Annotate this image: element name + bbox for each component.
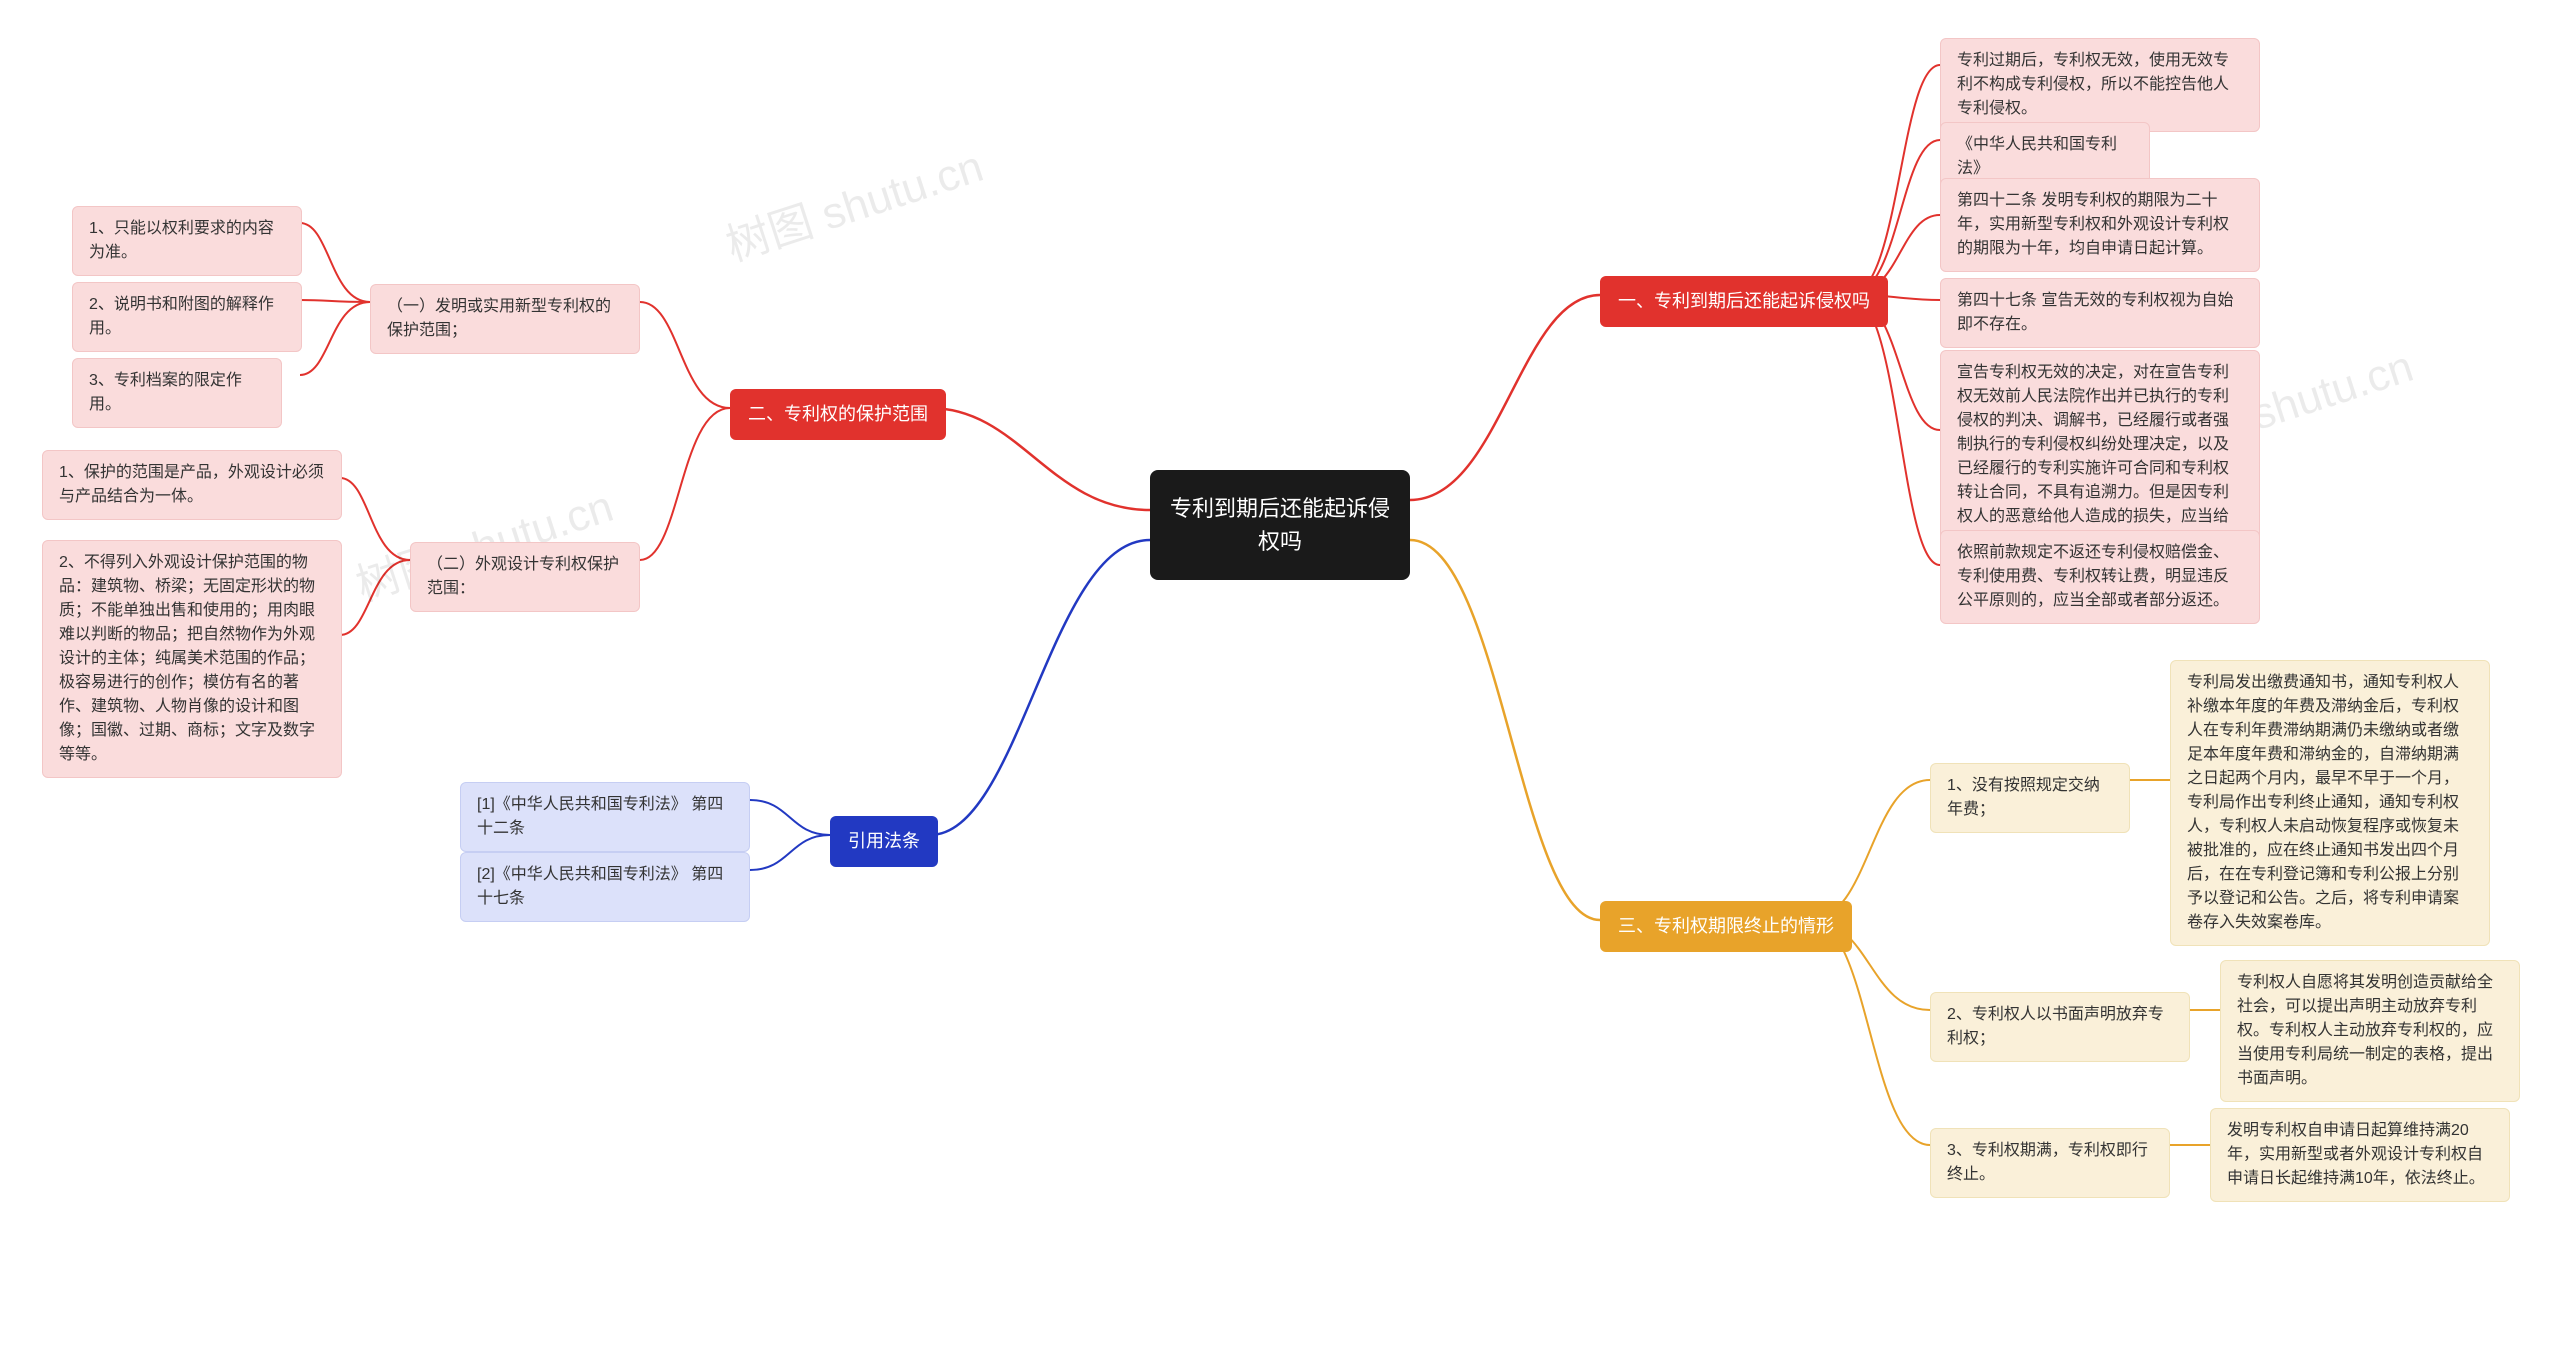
leaf-4a: [1]《中华人民共和国专利法》 第四十二条 <box>460 782 750 852</box>
leaf-2a1: 1、只能以权利要求的内容为准。 <box>72 206 302 276</box>
branch-2[interactable]: 二、专利权的保护范围 <box>730 389 946 440</box>
leaf-1f: 依照前款规定不返还专利侵权赔偿金、专利使用费、专利权转让费，明显违反公平原则的，… <box>1940 530 2260 624</box>
leaf-3b: 专利权人自愿将其发明创造贡献给全社会，可以提出声明主动放弃专利权。专利权人主动放… <box>2220 960 2520 1102</box>
branch-4[interactable]: 引用法条 <box>830 816 938 867</box>
mid-3a: 1、没有按照规定交纳年费； <box>1930 763 2130 833</box>
mid-2b: （二）外观设计专利权保护范围： <box>410 542 640 612</box>
mid-2a: （一）发明或实用新型专利权的保护范围； <box>370 284 640 354</box>
branch-1[interactable]: 一、专利到期后还能起诉侵权吗 <box>1600 276 1888 327</box>
leaf-1c: 第四十二条 发明专利权的期限为二十年，实用新型专利权和外观设计专利权的期限为十年… <box>1940 178 2260 272</box>
leaf-2b1: 1、保护的范围是产品，外观设计必须与产品结合为一体。 <box>42 450 342 520</box>
mid-3c: 3、专利权期满，专利权即行终止。 <box>1930 1128 2170 1198</box>
leaf-3c: 发明专利权自申请日起算维持满20年，实用新型或者外观设计专利权自申请日长起维持满… <box>2210 1108 2510 1202</box>
branch-3[interactable]: 三、专利权期限终止的情形 <box>1600 901 1852 952</box>
leaf-1d: 第四十七条 宣告无效的专利权视为自始即不存在。 <box>1940 278 2260 348</box>
leaf-4b: [2]《中华人民共和国专利法》 第四十七条 <box>460 852 750 922</box>
watermark: 树图 shutu.cn <box>717 130 990 273</box>
leaf-3a: 专利局发出缴费通知书，通知专利权人补缴本年度的年费及滞纳金后，专利权人在专利年费… <box>2170 660 2490 946</box>
leaf-2a3: 3、专利档案的限定作用。 <box>72 358 282 428</box>
mid-3b: 2、专利权人以书面声明放弃专利权； <box>1930 992 2190 1062</box>
leaf-2b2: 2、不得列入外观设计保护范围的物品：建筑物、桥梁；无固定形状的物质；不能单独出售… <box>42 540 342 778</box>
leaf-1a: 专利过期后，专利权无效，使用无效专利不构成专利侵权，所以不能控告他人专利侵权。 <box>1940 38 2260 132</box>
leaf-2a2: 2、说明书和附图的解释作用。 <box>72 282 302 352</box>
root-node[interactable]: 专利到期后还能起诉侵权吗 <box>1150 470 1410 580</box>
